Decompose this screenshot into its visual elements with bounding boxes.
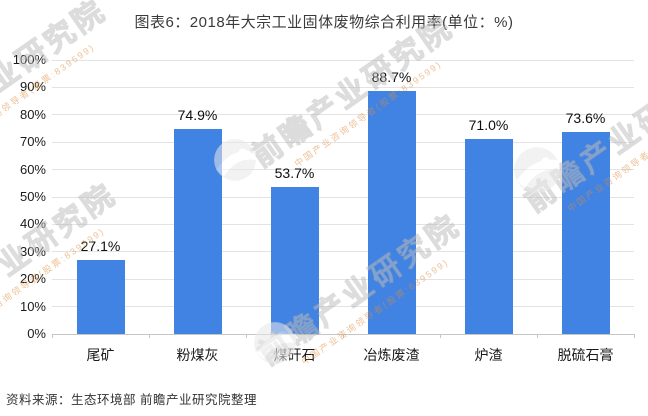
y-tick-label-10: 100% [12,52,46,67]
y-tick-label-2: 20% [19,271,46,287]
bar-0 [76,259,125,334]
bar-1 [173,128,222,334]
bar-3 [367,90,416,334]
x-category-label-5: 脱硫石膏 [557,347,614,363]
bar-value-4: 71.0% [468,117,509,134]
x-axis-tick-1 [149,334,150,338]
bar-2 [270,186,319,334]
gridline-90% [52,86,634,88]
x-category-label-1: 粉煤灰 [176,347,219,363]
bar-value-1: 74.9% [177,106,218,123]
y-tick-label-5: 50% [19,189,46,204]
y-tick-label-7: 70% [19,134,46,150]
source-note: 资料来源：生态环境部 前瞻产业研究院整理 [6,393,257,407]
x-axis-tick-2 [246,334,247,338]
y-tick-label-0: 0% [27,326,46,341]
bar-5 [561,132,610,334]
bar-value-0: 27.1% [80,237,121,254]
bar-value-2: 53.7% [274,164,315,181]
gridline-50% [52,196,634,198]
x-category-label-4: 炉渣 [474,347,503,363]
x-axis-tick-0 [52,334,53,338]
y-tick-label-4: 40% [19,216,46,232]
x-axis-tick-4 [440,334,441,338]
gridline-70% [52,141,634,143]
y-tick-label-1: 10% [19,298,46,314]
y-tick-label-6: 60% [19,161,46,177]
bar-4 [464,139,513,334]
gridline-20% [52,278,634,280]
x-category-label-0: 尾矿 [86,347,115,363]
gridline-100% [52,59,634,61]
x-category-label-2: 煤矸石 [273,347,316,363]
x-axis-tick-3 [343,334,344,338]
gridline-40% [52,223,634,225]
chart-title: 图表6：2018年大宗工业固体废物综合利用率(单位：%) [134,14,514,31]
y-tick-label-3: 30% [19,243,46,259]
x-axis-tick-5 [537,334,538,338]
gridline-60% [52,169,634,171]
x-axis-tick-6 [634,334,635,338]
bar-value-3: 88.7% [371,68,412,85]
gridline-80% [52,114,634,116]
x-category-label-3: 冶炼废渣 [363,347,420,363]
gridline-30% [52,251,634,253]
gridline-10% [52,306,634,308]
y-tick-label-9: 90% [19,79,46,95]
y-tick-label-8: 80% [19,106,46,122]
bar-value-5: 73.6% [565,110,606,127]
